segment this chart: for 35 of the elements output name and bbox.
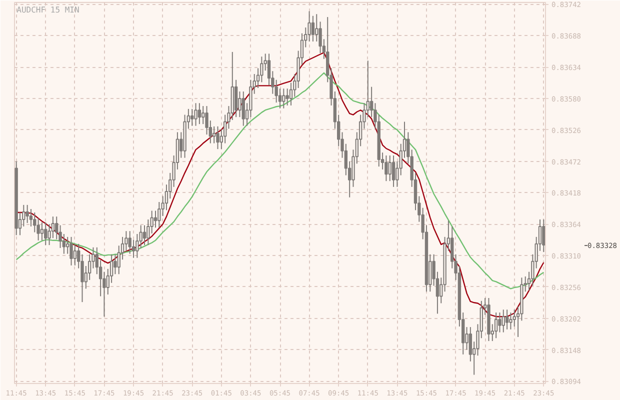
candlestick — [198, 102, 202, 125]
candlestick — [311, 15, 315, 42]
candlestick — [154, 210, 158, 228]
candlestick — [282, 88, 286, 109]
candlestick — [392, 154, 396, 188]
candlestick — [73, 243, 77, 266]
candlestick — [202, 106, 205, 125]
candlestick — [242, 90, 245, 126]
candlestick — [216, 126, 220, 150]
candlestick — [505, 309, 509, 330]
candlestick — [142, 224, 146, 246]
line-series — [16, 72, 544, 290]
candlestick — [194, 102, 198, 126]
candlestick — [26, 204, 29, 224]
candlestick — [33, 212, 36, 233]
candlestick — [40, 222, 44, 241]
candlestick — [44, 222, 48, 246]
candlestick — [384, 154, 388, 182]
candlestick — [55, 216, 58, 240]
chart-title: AUDCHF 15 MIN — [16, 6, 80, 14]
candlestick — [238, 90, 242, 118]
candlestick — [70, 236, 73, 266]
candlestick — [190, 108, 194, 126]
candlestick — [494, 312, 498, 339]
candlestick — [286, 88, 289, 106]
candlestick — [388, 154, 392, 182]
candlestick — [234, 79, 238, 118]
candlestick — [128, 230, 132, 254]
candlestick — [366, 60, 370, 118]
candlestick — [212, 126, 216, 144]
candlestick — [498, 312, 502, 333]
candlestick — [502, 309, 505, 333]
candlestick — [114, 254, 117, 275]
candlestick — [509, 312, 512, 330]
candlestick — [542, 218, 546, 253]
